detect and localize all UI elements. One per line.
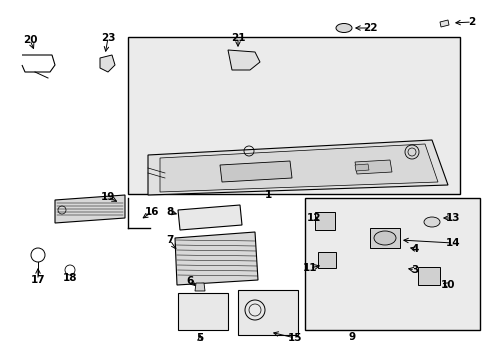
Bar — [317, 252, 335, 268]
Text: 20: 20 — [23, 35, 37, 45]
Text: 5: 5 — [196, 333, 203, 343]
Text: 4: 4 — [410, 244, 418, 254]
Text: 22: 22 — [362, 23, 376, 33]
Text: 3: 3 — [410, 265, 418, 275]
Text: 9: 9 — [348, 332, 355, 342]
Polygon shape — [100, 55, 115, 72]
Polygon shape — [148, 140, 447, 195]
Text: 17: 17 — [31, 275, 45, 285]
Text: 2: 2 — [468, 17, 475, 27]
Bar — [314, 212, 334, 230]
Text: 10: 10 — [440, 280, 454, 290]
Ellipse shape — [373, 231, 395, 245]
Ellipse shape — [335, 23, 351, 32]
Text: 21: 21 — [230, 33, 245, 43]
Text: 14: 14 — [445, 238, 459, 248]
Text: 16: 16 — [144, 207, 159, 217]
Text: 11: 11 — [302, 263, 317, 273]
Text: 13: 13 — [445, 213, 459, 223]
Bar — [369, 228, 399, 248]
Ellipse shape — [423, 217, 439, 227]
Polygon shape — [238, 290, 297, 335]
Text: 15: 15 — [287, 333, 302, 343]
Polygon shape — [220, 161, 291, 182]
Bar — [305, 198, 479, 330]
Polygon shape — [178, 293, 227, 330]
Polygon shape — [55, 195, 125, 223]
Text: 23: 23 — [101, 33, 115, 43]
Polygon shape — [439, 20, 448, 27]
Polygon shape — [354, 164, 368, 171]
Text: 7: 7 — [166, 235, 173, 245]
Bar — [417, 267, 439, 285]
Text: 18: 18 — [62, 273, 77, 283]
Text: 19: 19 — [101, 192, 115, 202]
Polygon shape — [175, 232, 258, 285]
Polygon shape — [178, 205, 242, 230]
Text: 12: 12 — [306, 213, 321, 223]
Text: 6: 6 — [186, 276, 193, 286]
Text: 8: 8 — [166, 207, 173, 217]
Text: 1: 1 — [264, 190, 271, 200]
Polygon shape — [354, 160, 391, 174]
Polygon shape — [160, 144, 437, 192]
Polygon shape — [195, 283, 204, 291]
Bar — [128, 37, 459, 194]
Polygon shape — [227, 50, 260, 70]
